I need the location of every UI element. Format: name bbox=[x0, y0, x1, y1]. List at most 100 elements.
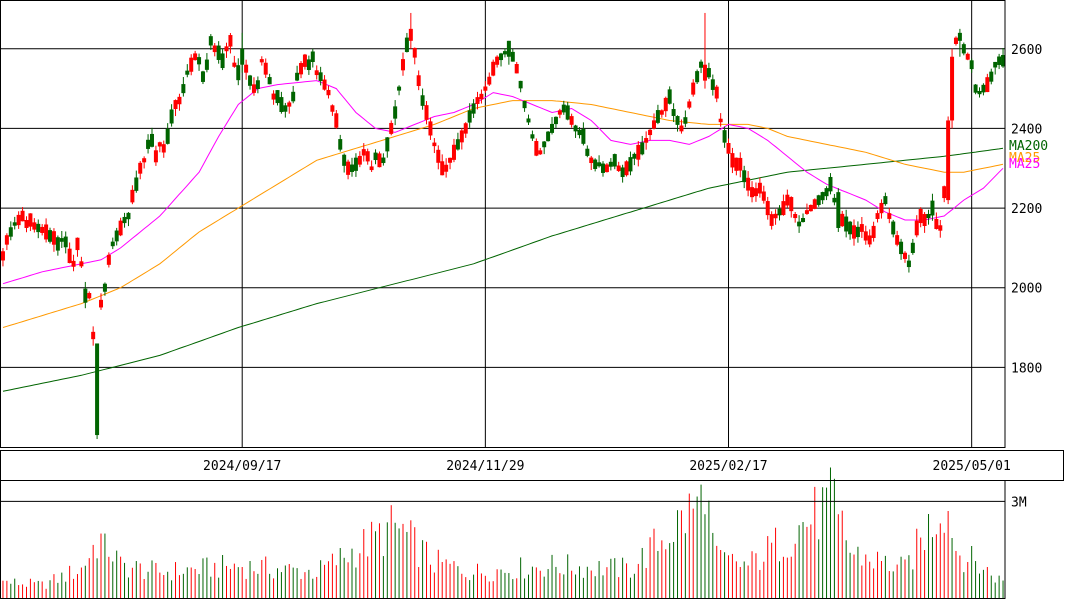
candle bbox=[16, 211, 21, 229]
candle-body bbox=[55, 237, 60, 251]
candle-body bbox=[299, 63, 304, 75]
candle bbox=[859, 217, 864, 238]
candle bbox=[142, 156, 147, 169]
candle-body bbox=[169, 109, 174, 124]
candle-body bbox=[785, 194, 790, 206]
candle-body bbox=[957, 32, 962, 41]
candle bbox=[577, 126, 582, 139]
candle-body bbox=[663, 97, 668, 112]
candle-body bbox=[185, 70, 190, 75]
candle-body bbox=[706, 68, 711, 78]
candle bbox=[620, 164, 625, 183]
candle bbox=[969, 58, 974, 73]
candle-body bbox=[871, 225, 876, 239]
candle-body bbox=[400, 59, 405, 71]
candle bbox=[255, 76, 260, 94]
candle-body bbox=[930, 200, 935, 216]
candle-body bbox=[287, 102, 292, 107]
candle bbox=[424, 101, 429, 125]
candle-body bbox=[357, 155, 362, 165]
candle bbox=[934, 212, 939, 230]
candle-body bbox=[48, 230, 53, 242]
candle bbox=[114, 227, 119, 246]
candle bbox=[299, 61, 304, 79]
candle-body bbox=[585, 148, 590, 156]
candle bbox=[738, 152, 743, 178]
candle-body bbox=[91, 331, 96, 340]
candle bbox=[338, 134, 343, 152]
candle-body bbox=[0, 251, 5, 261]
candle bbox=[942, 185, 947, 203]
candle bbox=[200, 70, 205, 85]
candle bbox=[573, 124, 578, 138]
price-tick-label: 1800 bbox=[1011, 361, 1042, 376]
candle bbox=[197, 53, 202, 71]
candle-body bbox=[601, 163, 606, 173]
candle-body bbox=[953, 37, 958, 44]
candlesticks bbox=[0, 12, 1006, 440]
candle bbox=[220, 49, 225, 71]
candle-body bbox=[16, 214, 21, 226]
candle bbox=[79, 256, 84, 268]
candle bbox=[165, 123, 170, 145]
candle bbox=[836, 188, 841, 232]
candle bbox=[604, 163, 609, 173]
candle-body bbox=[840, 213, 845, 227]
candle bbox=[683, 110, 688, 128]
candle-body bbox=[350, 164, 355, 172]
candle bbox=[899, 238, 904, 260]
candle-body bbox=[87, 293, 92, 299]
candle bbox=[777, 205, 782, 221]
ma200-line bbox=[2, 147, 1004, 392]
candle bbox=[565, 101, 570, 121]
candle bbox=[189, 54, 194, 76]
date-panel-border bbox=[0, 450, 1064, 481]
candle-body bbox=[702, 64, 707, 81]
candle-body bbox=[381, 157, 386, 164]
candle bbox=[871, 221, 876, 242]
candle bbox=[757, 177, 762, 198]
candle-body bbox=[40, 226, 45, 233]
candle bbox=[451, 138, 456, 163]
candle bbox=[248, 74, 253, 90]
candle-body bbox=[922, 214, 927, 227]
candle bbox=[530, 130, 535, 141]
candle-body bbox=[495, 56, 500, 65]
candle-body bbox=[855, 226, 860, 238]
candle bbox=[832, 193, 837, 206]
candle-body bbox=[75, 237, 80, 251]
candle bbox=[67, 242, 72, 264]
candle-body bbox=[738, 157, 743, 171]
candle bbox=[99, 293, 104, 310]
ma-short-line bbox=[2, 80, 1004, 285]
candle bbox=[130, 185, 135, 205]
candle bbox=[632, 152, 637, 166]
candle-body bbox=[216, 45, 221, 60]
candle-body bbox=[699, 61, 704, 68]
candle bbox=[906, 254, 911, 273]
candle-body bbox=[263, 62, 268, 75]
candle bbox=[436, 145, 441, 170]
candle-body bbox=[632, 153, 637, 159]
candle-body bbox=[248, 75, 253, 86]
candle-body bbox=[483, 86, 488, 91]
candle-body bbox=[181, 84, 186, 94]
candle bbox=[251, 77, 256, 96]
candle-body bbox=[769, 214, 774, 226]
candle-body bbox=[914, 220, 919, 236]
candle bbox=[153, 145, 158, 166]
candle bbox=[75, 237, 80, 257]
candle-body bbox=[444, 164, 449, 172]
candle bbox=[263, 58, 268, 78]
candle-body bbox=[628, 157, 633, 172]
candle-body bbox=[640, 142, 645, 155]
candle-body bbox=[334, 113, 339, 128]
candle-body bbox=[322, 79, 327, 90]
candle-body bbox=[997, 56, 1002, 65]
candle bbox=[232, 55, 237, 68]
candle-body bbox=[718, 118, 723, 123]
candle-body bbox=[753, 188, 758, 197]
candle-body bbox=[479, 93, 484, 100]
